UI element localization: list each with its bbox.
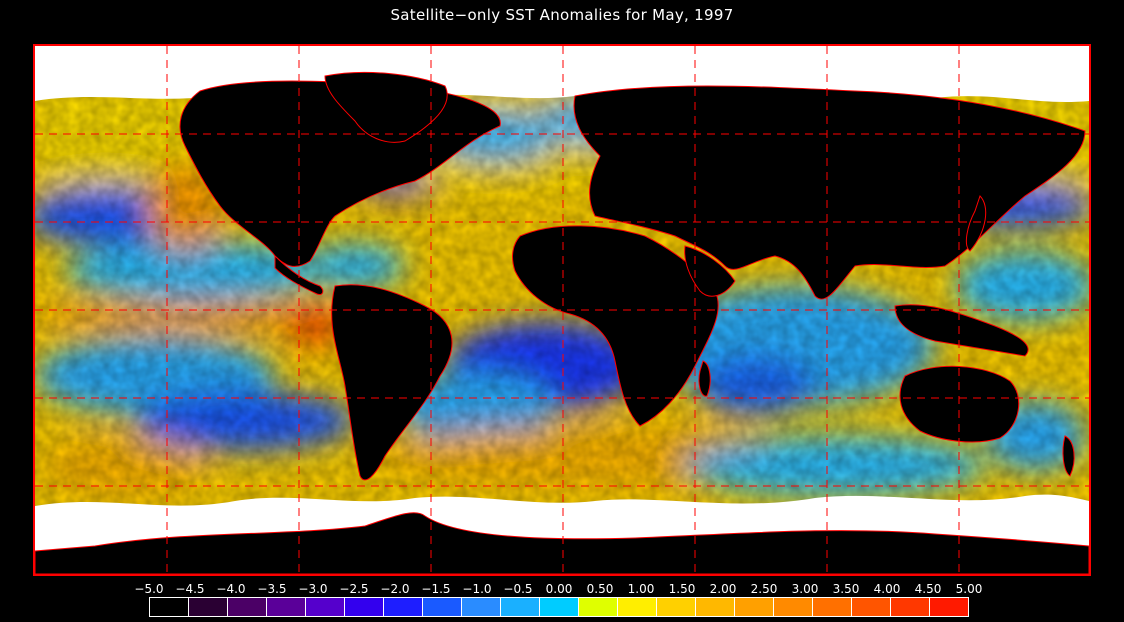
colorbar-tick-label: 5.00 (955, 582, 983, 596)
colorbar-tick-label: 1.50 (668, 582, 696, 596)
colorbar-swatch (462, 598, 501, 616)
antarctica (35, 512, 1089, 574)
colorbar-tick-label: −2.0 (380, 582, 410, 596)
colorbar-swatch (852, 598, 891, 616)
arabia (684, 245, 736, 297)
colorbar-swatch (813, 598, 852, 616)
colorbar-swatch (930, 598, 968, 616)
colorbar-tick-label: 4.50 (914, 582, 942, 596)
greenland (324, 71, 448, 143)
arctic-ice (35, 46, 1089, 103)
land-layer (35, 71, 1089, 574)
colorbar-tick-label: −4.5 (175, 582, 205, 596)
graticule (35, 46, 1089, 574)
colorbar-swatch (228, 598, 267, 616)
central-america (274, 254, 324, 295)
madagascar (698, 360, 711, 397)
colorbar-swatch (618, 598, 657, 616)
south-america (331, 284, 453, 481)
colorbar-swatch (384, 598, 423, 616)
colorbar-swatch (696, 598, 735, 616)
colorbar-tick-label: −1.5 (421, 582, 451, 596)
colorbar-tick-label: 3.00 (791, 582, 819, 596)
colorbar-tick-label: 2.00 (709, 582, 737, 596)
new-zealand (1062, 435, 1075, 477)
colorbar-tick-label: −2.5 (339, 582, 369, 596)
colorbar-tick-label: 1.00 (627, 582, 655, 596)
colorbar-tick-label: 0.50 (586, 582, 614, 596)
colorbar-swatch (735, 598, 774, 616)
colorbar-tick-label: 3.50 (832, 582, 860, 596)
colorbar-swatch (579, 598, 618, 616)
colorbar-swatch (345, 598, 384, 616)
colorbar-tick-label: −3.5 (257, 582, 287, 596)
africa (512, 225, 719, 427)
southeast-asia-islands (894, 304, 1029, 357)
colorbar-swatch (306, 598, 345, 616)
colorbar-tick-label: 0.00 (545, 582, 573, 596)
map-title: Satellite−only SST Anomalies for May, 19… (390, 6, 734, 24)
colorbar-tick-label: −0.5 (503, 582, 533, 596)
australia (899, 365, 1020, 443)
colorbar-tick-label: 4.00 (873, 582, 901, 596)
colorbar-tick-label: −5.0 (134, 582, 164, 596)
colorbar-labels: −5.0 −4.5 −4.0 −3.5 −3.0 −2.5 −2.0 −1.5 −1.0 −0.5… (0, 582, 1124, 596)
colorbar (149, 597, 969, 617)
sst-anomaly-map (35, 46, 1089, 574)
colorbar-swatch (423, 598, 462, 616)
colorbar-tick-label: −4.0 (216, 582, 246, 596)
colorbar-swatch (150, 598, 189, 616)
colorbar-swatch (891, 598, 930, 616)
colorbar-tick-label: −1.0 (462, 582, 492, 596)
japan (965, 195, 987, 252)
colorbar-swatch (540, 598, 579, 616)
map-frame (33, 44, 1091, 576)
colorbar-swatch (267, 598, 306, 616)
colorbar-tick-label: −3.0 (298, 582, 328, 596)
eurasia (573, 85, 1086, 300)
colorbar-swatch (189, 598, 228, 616)
colorbar-swatch (657, 598, 696, 616)
colorbar-swatch (774, 598, 813, 616)
colorbar-tick-label: 2.50 (750, 582, 778, 596)
colorbar-swatch (501, 598, 540, 616)
